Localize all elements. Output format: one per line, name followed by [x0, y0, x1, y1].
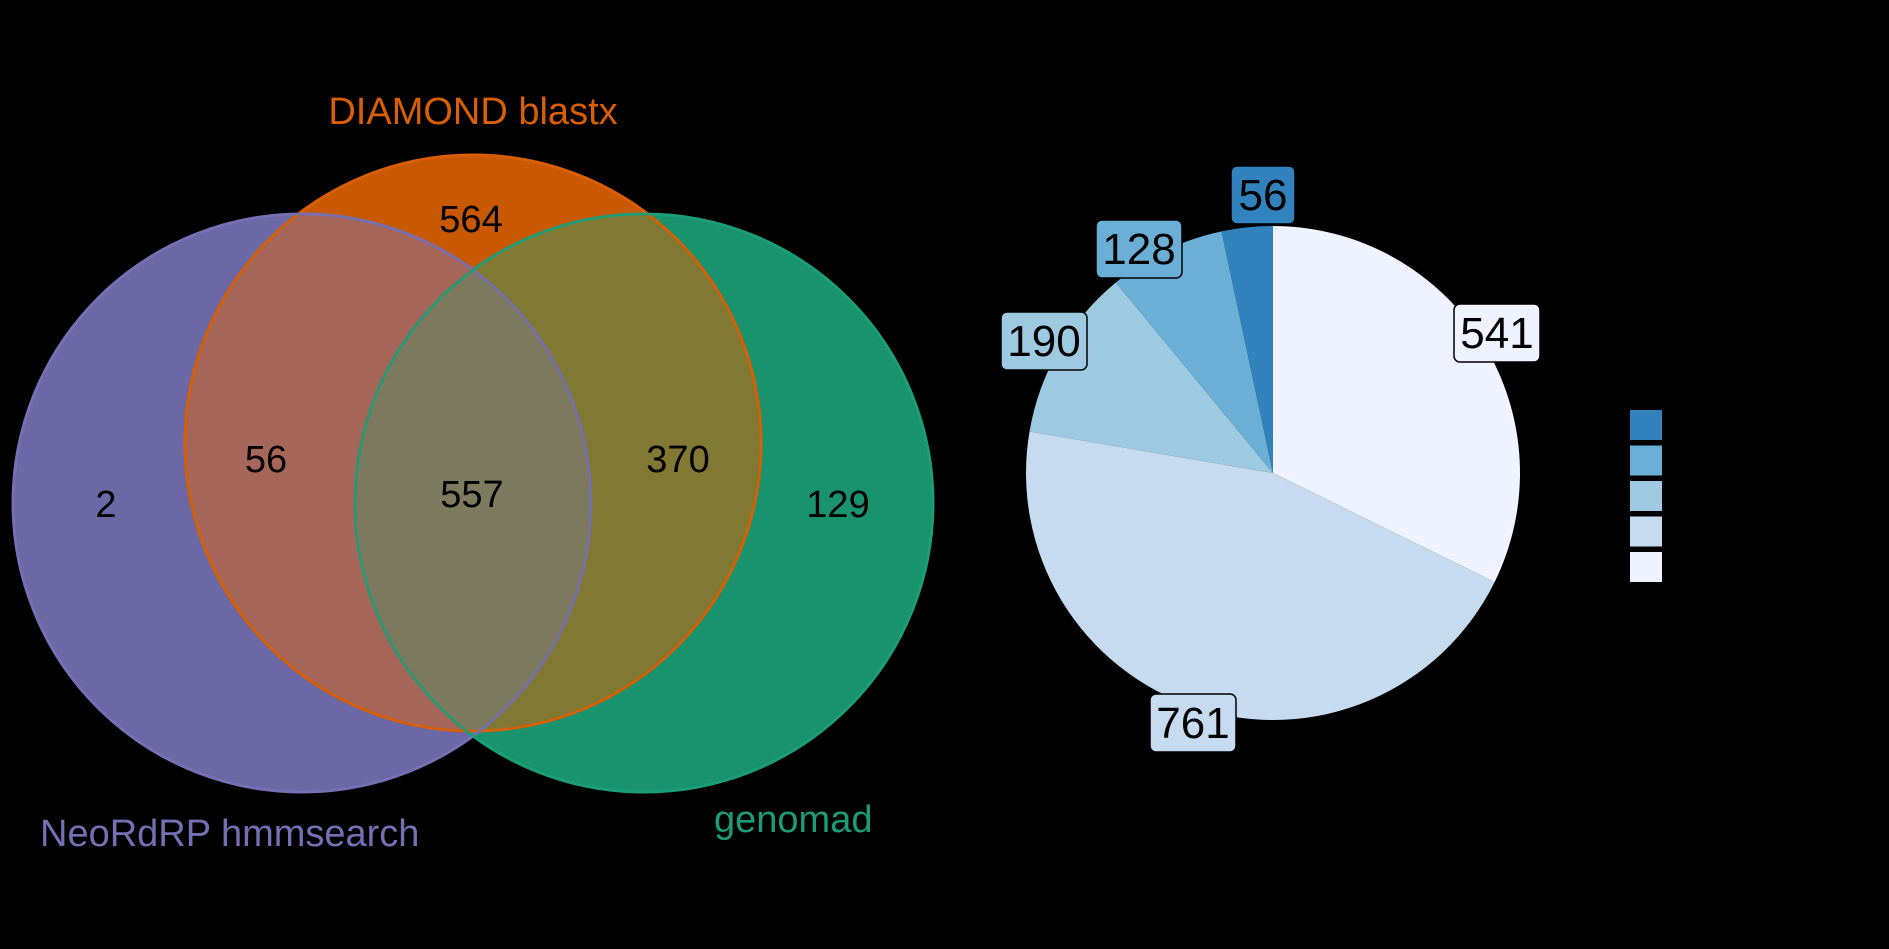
pie-slice — [1115, 231, 1273, 473]
venn-outline-top-neordrp-hmmsearch — [11, 212, 593, 794]
venn-region-value: 2 — [95, 484, 116, 526]
venn-set-label-genomad: genomad — [714, 799, 872, 841]
pie-chart: 541 761 190 128 56 — [1000, 165, 1541, 753]
pie-slice — [1026, 431, 1495, 720]
pie-slice-label: 190 — [1007, 317, 1080, 366]
venn-region-value: 564 — [439, 199, 502, 241]
legend-swatch — [1630, 552, 1662, 582]
legend-swatch — [1630, 445, 1662, 476]
venn-region-value: 56 — [245, 439, 287, 481]
venn-set-label-diamond-blastx: DIAMOND blastx — [328, 91, 617, 133]
legend-swatch — [1630, 410, 1662, 440]
pie-legend — [1630, 410, 1662, 582]
pie-slice-label: 761 — [1156, 699, 1229, 748]
pie-label-box — [1453, 303, 1541, 363]
legend-swatch — [1630, 516, 1662, 547]
pie-label-box — [1095, 219, 1183, 279]
venn-outline-top-diamond-blastx — [183, 153, 763, 733]
pie-label-box — [1149, 693, 1237, 753]
pie-slice-label: 541 — [1460, 309, 1533, 358]
venn-outline-top-genomad — [353, 212, 935, 794]
venn-overlap-all — [355, 214, 591, 731]
pie-slice-label: 56 — [1239, 171, 1288, 220]
venn-overlap-fill-dng — [355, 214, 591, 731]
venn-region-value: 129 — [806, 484, 869, 526]
pie-label-box — [1000, 311, 1088, 371]
venn-region-value: 370 — [646, 439, 709, 481]
pie-label-box — [1230, 165, 1296, 225]
pie-slice — [1221, 226, 1273, 473]
legend-swatch — [1630, 481, 1662, 511]
pie-slice-label: 128 — [1102, 225, 1175, 274]
venn-set-label-neordrp-hmmsearch: NeoRdRP hmmsearch — [40, 813, 419, 855]
venn-diagram: DIAMOND blastx NeoRdRP hmmsearch genomad 56… — [11, 91, 935, 855]
pie-slice — [1029, 282, 1273, 473]
venn-region-value: 557 — [440, 474, 503, 516]
